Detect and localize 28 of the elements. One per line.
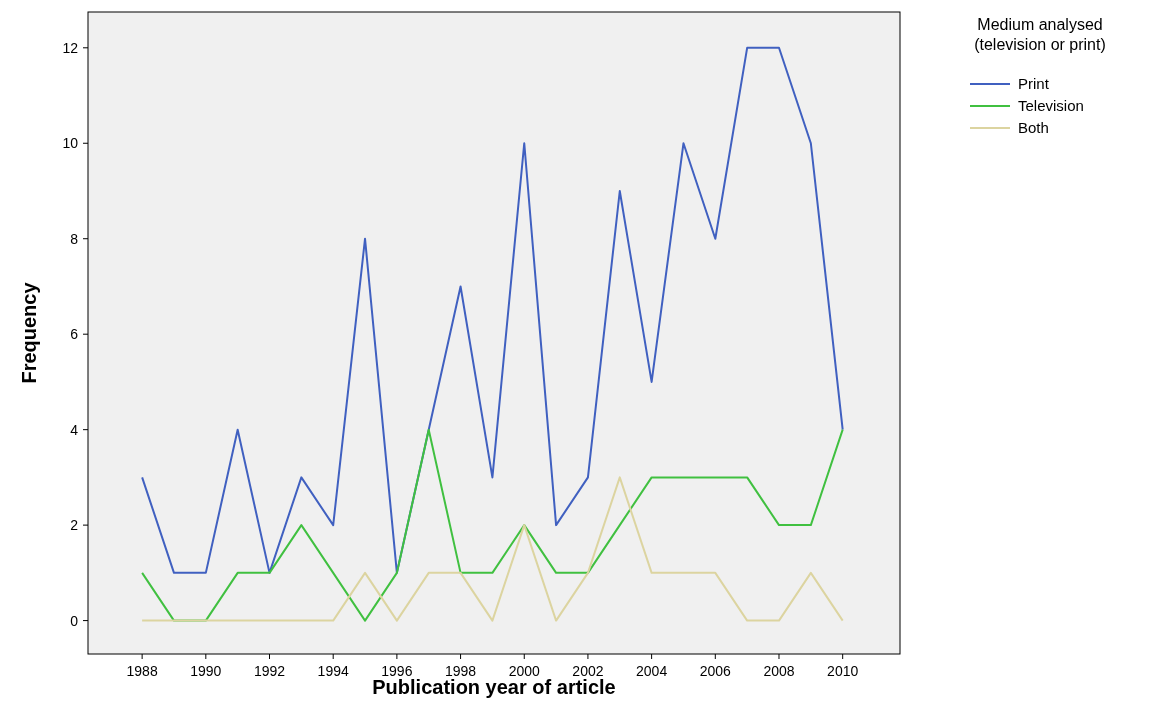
y-tick-label: 12 bbox=[62, 39, 79, 56]
line-series bbox=[141, 428, 844, 622]
y-axis-title: Frequency bbox=[18, 281, 40, 384]
x-tick-label: 2002 bbox=[572, 663, 604, 679]
x-tick-label: 2010 bbox=[827, 663, 859, 679]
y-tick-label: 8 bbox=[70, 230, 79, 247]
x-tick-label: 1992 bbox=[253, 663, 286, 679]
legend-label: Television bbox=[1018, 97, 1084, 114]
y-tick-label: 4 bbox=[70, 421, 79, 438]
x-tick-label: 2008 bbox=[763, 663, 795, 679]
x-tick-label: 1990 bbox=[190, 663, 222, 679]
y-tick-label: 6 bbox=[70, 326, 79, 343]
x-tick-label: 1988 bbox=[126, 663, 158, 679]
legend-label: Print bbox=[1018, 75, 1050, 92]
line-series bbox=[141, 46, 844, 574]
x-tick-label: 2000 bbox=[508, 663, 541, 679]
x-tick-label: 1998 bbox=[444, 663, 477, 679]
y-tick-label: 10 bbox=[62, 135, 79, 152]
legend-title: Medium analysed (television or print) bbox=[974, 16, 1106, 53]
y-tick-label: 0 bbox=[70, 612, 79, 629]
x-tick-label: 1994 bbox=[317, 663, 349, 679]
x-tick-label: 2004 bbox=[636, 663, 668, 679]
line-series bbox=[141, 476, 844, 622]
y-tick-label: 2 bbox=[70, 517, 79, 534]
x-tick-label: 1996 bbox=[381, 663, 413, 679]
x-axis-title: Publication year of article bbox=[372, 676, 616, 698]
legend-label: Both bbox=[1018, 119, 1049, 136]
x-tick-label: 2006 bbox=[699, 663, 732, 679]
